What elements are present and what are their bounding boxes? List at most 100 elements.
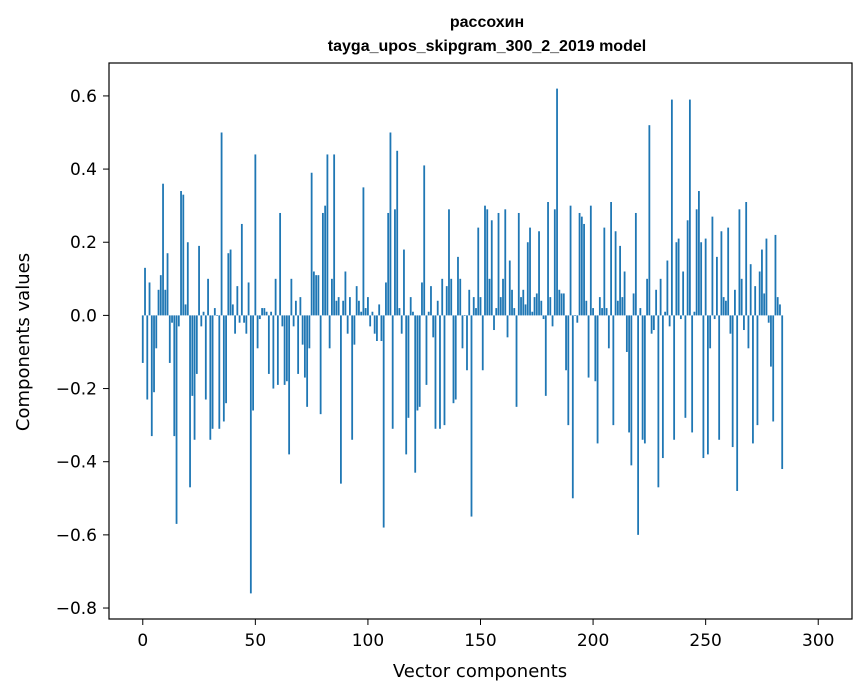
bar-22 — [191, 315, 194, 396]
bar-174 — [533, 297, 536, 316]
bar-218 — [632, 293, 635, 316]
bar-227 — [652, 315, 655, 331]
bar-241 — [684, 315, 687, 418]
bar-125 — [423, 165, 426, 316]
bar-24 — [195, 315, 198, 374]
bar-184 — [556, 88, 558, 316]
bar-86 — [335, 300, 338, 316]
bar-211 — [616, 300, 619, 316]
bar-282 — [776, 297, 779, 316]
x-axis-title: Vector components — [393, 661, 567, 682]
bar-270 — [749, 264, 752, 316]
bar-279 — [770, 315, 772, 367]
bar-42 — [236, 286, 239, 316]
bar-254 — [713, 315, 716, 320]
bar-51 — [256, 315, 259, 349]
bar-163 — [508, 260, 511, 316]
bar-69 — [297, 315, 300, 374]
bar-2 — [146, 315, 149, 400]
bar-19 — [184, 304, 187, 316]
bar-155 — [490, 220, 493, 316]
bar-119 — [409, 297, 412, 316]
bar-55 — [265, 311, 268, 316]
bar-164 — [511, 289, 513, 316]
bar-217 — [630, 315, 633, 466]
bar-30 — [209, 315, 212, 440]
bar-114 — [398, 308, 401, 316]
bar-202 — [596, 315, 599, 444]
bar-256 — [718, 315, 721, 440]
bar-248 — [700, 242, 703, 316]
bar-70 — [299, 297, 302, 316]
bar-65 — [288, 315, 291, 455]
bar-266 — [740, 278, 743, 316]
bar-149 — [477, 227, 480, 316]
bar-0 — [141, 315, 144, 363]
bar-249 — [702, 315, 705, 459]
bar-221 — [639, 308, 642, 316]
bar-111 — [391, 315, 394, 429]
bar-280 — [772, 315, 775, 422]
bar-8 — [159, 275, 162, 316]
bar-209 — [612, 315, 615, 426]
bar-216 — [628, 315, 630, 433]
bar-185 — [558, 289, 561, 316]
bar-71 — [301, 315, 304, 345]
bar-274 — [758, 271, 761, 316]
bar-262 — [731, 315, 734, 448]
bar-231 — [661, 315, 664, 459]
bar-35 — [220, 132, 223, 316]
y-tick-label: 0.2 — [70, 233, 97, 253]
bar-145 — [468, 289, 471, 316]
bar-56 — [267, 315, 270, 374]
bar-90 — [344, 271, 347, 316]
bar-226 — [650, 315, 653, 334]
bar-62 — [281, 315, 284, 327]
bar-87 — [337, 297, 340, 316]
bar-199 — [589, 205, 592, 316]
bar-47 — [247, 282, 250, 316]
y-tick-label: −0.8 — [56, 599, 97, 619]
bar-165 — [513, 308, 516, 316]
bar-45 — [243, 315, 245, 323]
bar-27 — [202, 311, 205, 316]
bar-186 — [560, 293, 563, 316]
bar-84 — [331, 278, 333, 316]
bar-21 — [189, 315, 191, 488]
bar-275 — [761, 249, 763, 316]
bar-267 — [743, 315, 745, 331]
bar-182 — [551, 315, 554, 327]
bar-200 — [592, 308, 594, 316]
bar-208 — [610, 202, 612, 316]
bar-157 — [495, 308, 498, 316]
bar-94 — [353, 315, 356, 345]
bar-278 — [767, 315, 770, 323]
bar-232 — [664, 311, 667, 316]
bar-135 — [445, 286, 448, 316]
bar-80 — [321, 212, 324, 316]
bar-124 — [421, 282, 423, 316]
bar-15 — [175, 315, 178, 524]
bar-91 — [346, 315, 349, 334]
bar-93 — [351, 315, 354, 440]
bar-180 — [547, 202, 549, 316]
bar-5 — [153, 315, 155, 393]
bar-98 — [362, 187, 365, 316]
bar-109 — [387, 212, 390, 316]
bar-197 — [585, 300, 588, 316]
bar-263 — [734, 289, 736, 316]
bar-23 — [193, 315, 196, 440]
bar-260 — [727, 227, 730, 316]
bar-140 — [457, 256, 459, 316]
bar-252 — [709, 315, 712, 349]
bar-246 — [695, 209, 698, 316]
bar-74 — [308, 315, 311, 349]
bar-115 — [400, 315, 403, 334]
bar-284 — [781, 315, 784, 470]
bar-64 — [285, 315, 288, 382]
bar-117 — [405, 315, 408, 455]
bar-173 — [531, 311, 534, 316]
bar-76 — [312, 271, 315, 316]
x-tick-label: 150 — [464, 631, 496, 651]
y-tick-label: −0.6 — [56, 526, 97, 546]
